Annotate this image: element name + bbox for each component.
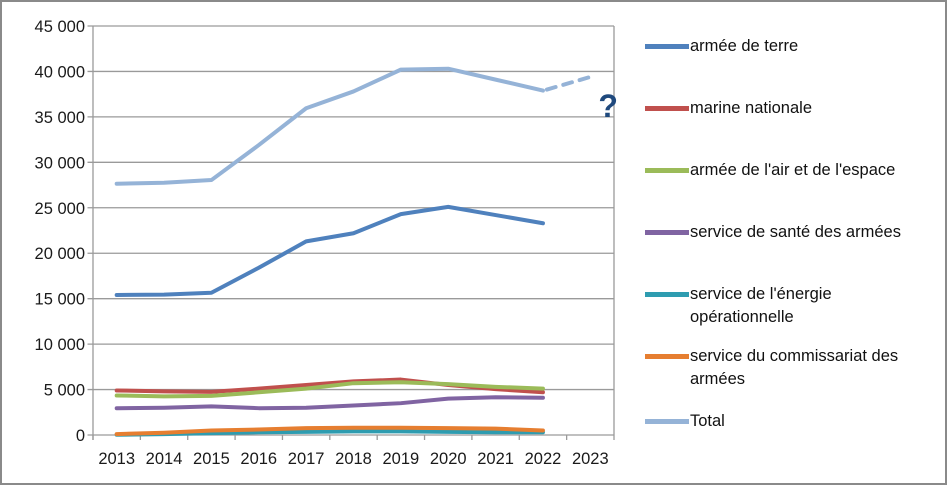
series-line-service-du-commissariat-des-arm-es bbox=[114, 425, 545, 437]
x-tick-label: 2013 bbox=[98, 450, 135, 468]
y-tick-label: 25 000 bbox=[35, 200, 85, 218]
legend-swatch-total-icon bbox=[645, 419, 689, 424]
legend-item-total: Total bbox=[645, 410, 912, 433]
legend-label: service de santé des armées bbox=[690, 223, 901, 241]
legend-label: armée de l'air et de l'espace bbox=[690, 161, 896, 179]
legend-swatch-armee-de-l-air-icon bbox=[645, 168, 689, 173]
legend-swatch-energie-icon bbox=[645, 292, 689, 297]
legend-item-energie: service de l'énergie opérationnelle bbox=[645, 283, 912, 329]
legend-item-armee-de-terre: armée de terre bbox=[645, 35, 912, 58]
x-tick-label: 2017 bbox=[288, 450, 325, 468]
legend-label: Total bbox=[690, 412, 725, 430]
x-tick-label: 2018 bbox=[335, 450, 372, 468]
legend-label: service de l'énergie opérationnelle bbox=[690, 285, 832, 326]
x-tick-label: 2015 bbox=[193, 450, 230, 468]
y-tick-label: 15 000 bbox=[35, 291, 85, 309]
y-tick-label: 35 000 bbox=[35, 109, 85, 127]
legend-swatch-commissariat-icon bbox=[645, 354, 689, 359]
y-tick-label: 45 000 bbox=[35, 18, 85, 36]
x-tick-label: 2016 bbox=[240, 450, 277, 468]
y-tick-label: 40 000 bbox=[35, 63, 85, 81]
series-line-service-de-l-nergie-op-rationnelle bbox=[114, 429, 545, 437]
legend-label: marine nationale bbox=[690, 99, 812, 117]
x-tick-label: 2014 bbox=[146, 450, 183, 468]
legend-label: armée de terre bbox=[690, 37, 799, 55]
y-tick-label: 5 000 bbox=[44, 382, 85, 400]
series-line-arm-e-de-terre bbox=[114, 204, 545, 298]
x-tick-label: 2022 bbox=[525, 450, 562, 468]
y-tick-label: 30 000 bbox=[35, 154, 85, 172]
legend-item-armee-de-l-air: armée de l'air et de l'espace bbox=[645, 159, 912, 182]
x-tick-label: 2020 bbox=[430, 450, 467, 468]
question-mark-annotation: ? bbox=[598, 88, 618, 124]
legend-swatch-marine-nationale-icon bbox=[645, 106, 689, 111]
x-tick-label: 2021 bbox=[477, 450, 514, 468]
series-line-service-de-sant-des-arm-es bbox=[114, 395, 545, 411]
legend-item-commissariat: service du commissariat des armées bbox=[645, 345, 912, 391]
legend-item-sante: service de santé des armées bbox=[645, 221, 912, 244]
y-tick-label: 20 000 bbox=[35, 245, 85, 263]
y-tick-label: 10 000 bbox=[35, 336, 85, 354]
x-tick-label: 2023 bbox=[572, 450, 609, 468]
legend-item-marine-nationale: marine nationale bbox=[645, 97, 912, 120]
x-tick-label: 2019 bbox=[383, 450, 420, 468]
legend-label: service du commissariat des armées bbox=[690, 347, 899, 388]
legend-swatch-sante-icon bbox=[645, 230, 689, 235]
series-line-total bbox=[114, 66, 545, 186]
projection-dashed-line bbox=[544, 74, 593, 92]
y-tick-label: 0 bbox=[76, 427, 85, 445]
series-line-arm-e-de-l-air-et-de-l-espace bbox=[114, 380, 545, 399]
legend-swatch-armee-de-terre-icon bbox=[645, 44, 689, 49]
